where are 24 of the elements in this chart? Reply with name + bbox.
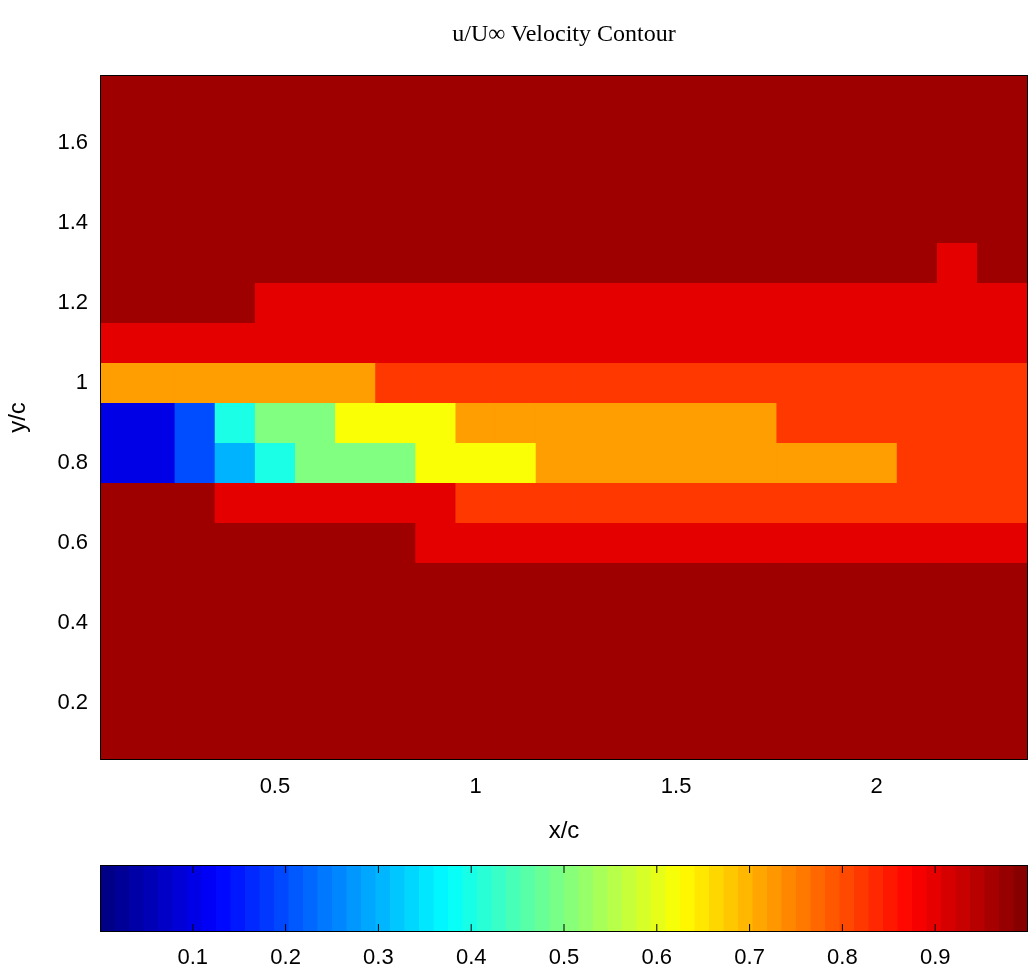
- x-tick-label: 1.5: [660, 773, 692, 799]
- color-bar-label: 0.9: [919, 944, 951, 970]
- y-tick-label: 0.4: [57, 609, 88, 635]
- color-bar-label: 0.2: [270, 944, 301, 970]
- color-bar-label: 0.3: [363, 944, 394, 970]
- y-tick-label: 0.8: [57, 449, 88, 475]
- color-bar-label: 0.8: [827, 944, 858, 970]
- chart-title: u/U∞ Velocity Contour: [452, 20, 676, 47]
- color-bar-label: 0.1: [177, 944, 209, 970]
- x-axis-title: x/c: [548, 816, 580, 844]
- color-bar-label: 0.7: [734, 944, 765, 970]
- y-tick-label: 1.2: [57, 289, 88, 315]
- x-tick-label: 2: [870, 773, 883, 799]
- color-bar-label: 0.4: [455, 944, 487, 970]
- y-tick-label: 0.6: [57, 529, 88, 555]
- x-tick-label: 1: [469, 773, 482, 799]
- y-tick-label: 0.2: [57, 689, 88, 715]
- y-tick-label: 1: [75, 369, 88, 395]
- color-bar-label: 0.6: [641, 944, 673, 970]
- x-tick-label: 0.5: [259, 773, 291, 799]
- y-axis-title: y/c: [3, 402, 31, 433]
- color-bar-label: 0.5: [548, 944, 580, 970]
- y-tick-label: 1.4: [57, 209, 88, 235]
- y-tick-label: 1.6: [57, 129, 88, 155]
